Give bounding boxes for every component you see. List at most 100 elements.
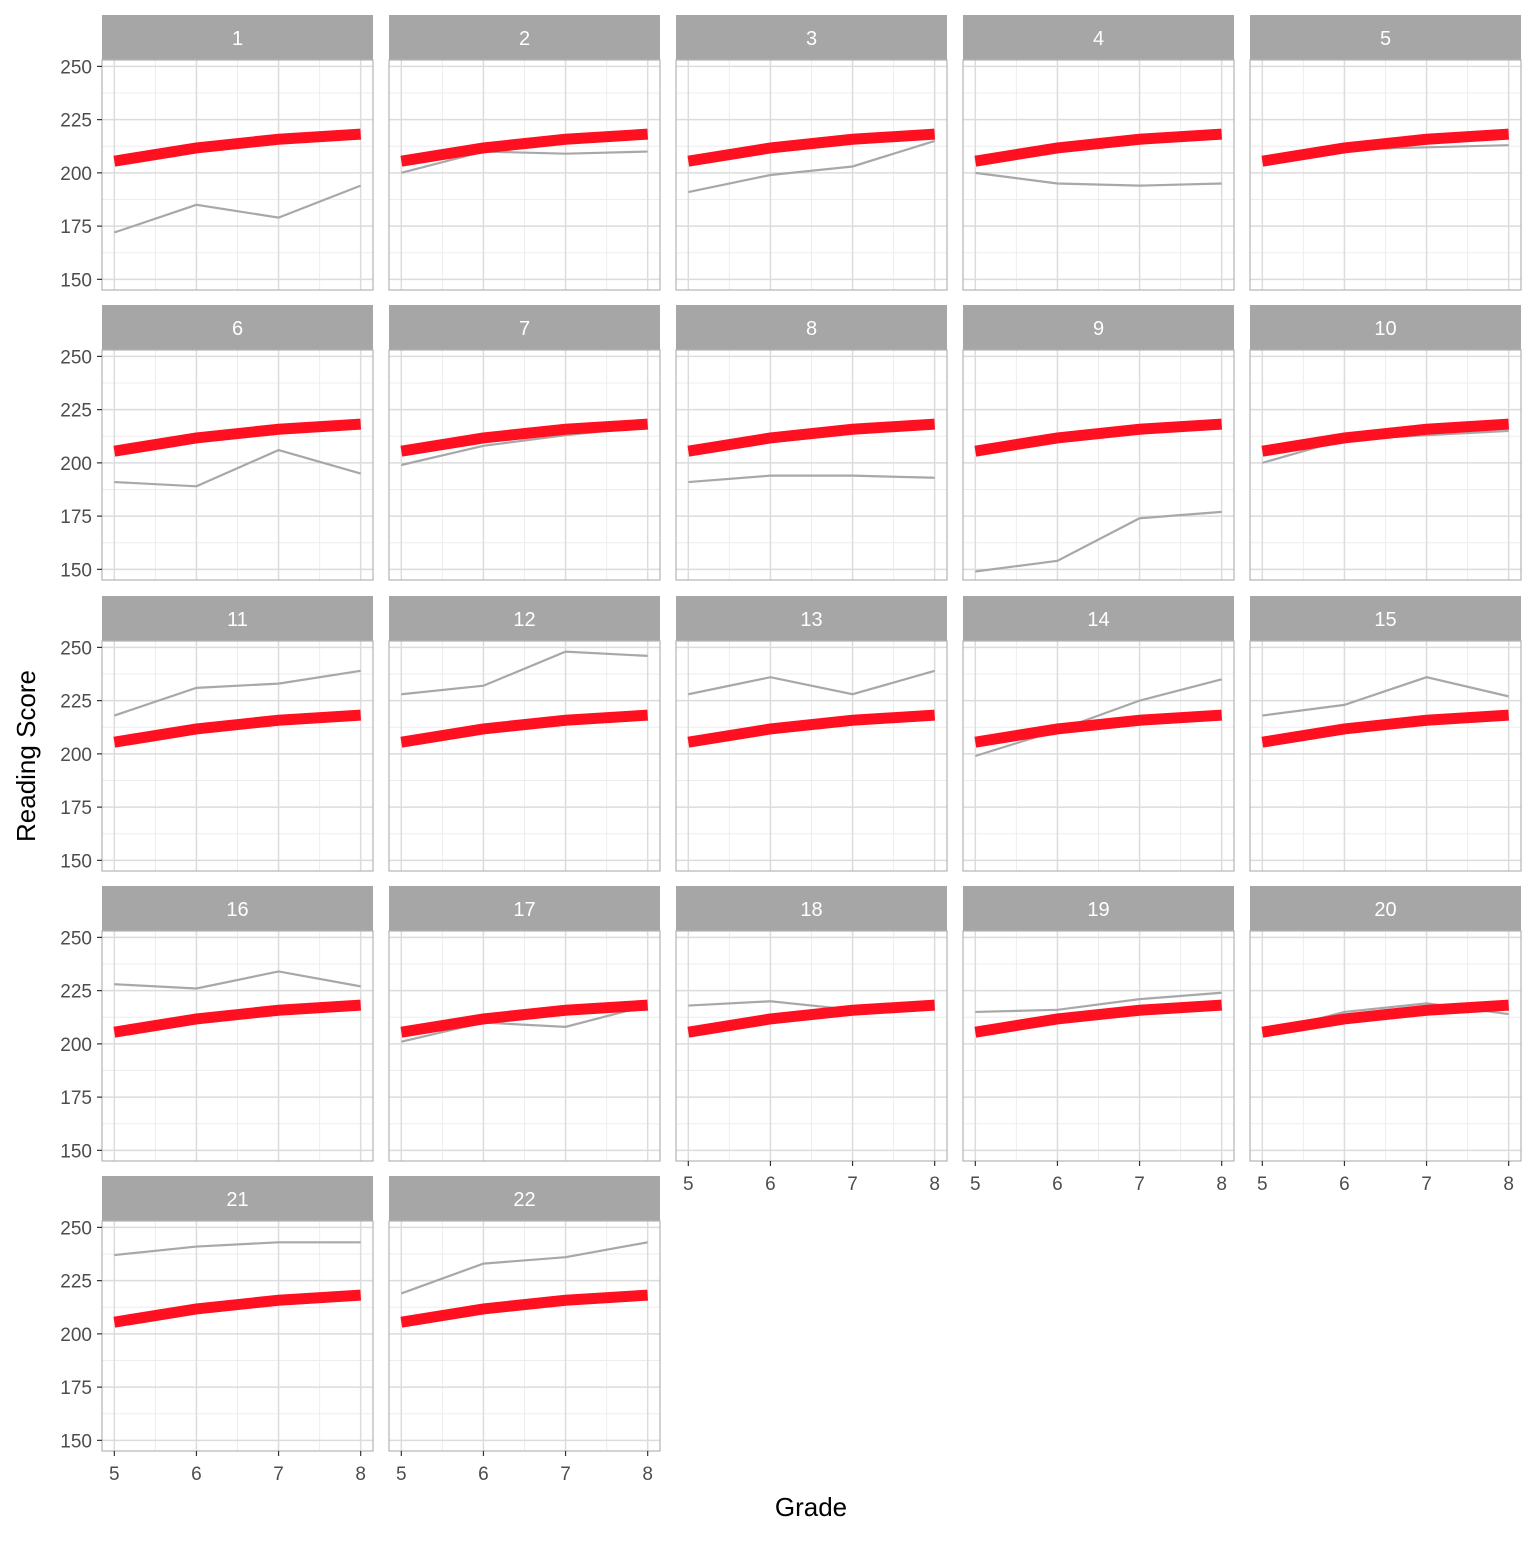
x-tick-label: 6 xyxy=(478,1464,489,1485)
panel-border xyxy=(675,930,948,1162)
facet-strip xyxy=(963,305,1234,350)
facet-panel-7: 7 xyxy=(388,305,661,581)
facet-strip xyxy=(102,886,373,931)
individual-series-line xyxy=(401,650,648,696)
facet-strip xyxy=(963,886,1234,931)
reference-series-line xyxy=(687,709,936,748)
reference-series-line xyxy=(1261,128,1510,167)
facet-panel-6: 6 150 175 200 225 250 xyxy=(60,305,374,581)
individual-series-line xyxy=(975,510,1222,573)
y-tick-label: 200 xyxy=(60,745,92,766)
x-tick-label: 7 xyxy=(273,1464,284,1485)
facet-strip xyxy=(102,15,373,60)
facet-strip-label: 21 xyxy=(226,1189,248,1211)
facet-strip-label: 15 xyxy=(1374,609,1396,631)
reference-series-line xyxy=(400,999,649,1038)
facet-panel-22: 22 5 6 7 8 xyxy=(388,1176,661,1485)
facet-strip xyxy=(1250,15,1521,60)
y-tick-label: 175 xyxy=(60,1378,92,1399)
facet-strip-label: 14 xyxy=(1087,609,1109,631)
individual-series-line xyxy=(974,678,1222,758)
y-tick-label: 250 xyxy=(60,347,92,368)
facet-panel-21: 21 150 175 200 225 250 5 6 7 8 xyxy=(60,1176,374,1485)
reference-series-line xyxy=(113,128,362,167)
y-tick-label: 225 xyxy=(60,692,92,713)
panel-border xyxy=(675,349,948,581)
reference-series-line xyxy=(113,709,362,748)
x-tick-label: 5 xyxy=(396,1464,407,1485)
facet-panel-13: 13 xyxy=(675,596,948,872)
reference-series-line xyxy=(400,709,649,748)
y-tick-label: 250 xyxy=(60,1218,92,1239)
panel-border xyxy=(962,59,1235,291)
individual-series-line xyxy=(113,184,362,234)
reference-series-line xyxy=(113,999,362,1038)
x-tick-label: 7 xyxy=(847,1174,858,1195)
y-tick-label: 200 xyxy=(60,454,92,475)
x-tick-label: 6 xyxy=(191,1464,202,1485)
reference-series-line xyxy=(400,418,649,457)
y-tick-label: 225 xyxy=(60,111,92,132)
facet-strip xyxy=(389,596,660,641)
facet-strip-label: 1 xyxy=(232,28,243,50)
x-tick-label: 8 xyxy=(929,1174,940,1195)
facet-strip xyxy=(389,886,660,931)
facet-strip xyxy=(389,15,660,60)
individual-series-line xyxy=(113,669,361,717)
panel-border xyxy=(1249,59,1522,291)
facet-panel-15: 15 xyxy=(1249,596,1522,872)
panel-border xyxy=(675,640,948,872)
facet-strip-label: 17 xyxy=(513,899,535,921)
reference-series-line xyxy=(687,128,936,167)
facet-strip xyxy=(1250,596,1521,641)
panel-border xyxy=(962,640,1235,872)
x-tick-label: 7 xyxy=(1134,1174,1145,1195)
facet-strip-label: 16 xyxy=(226,899,248,921)
individual-series-line xyxy=(688,474,935,484)
y-tick-label: 175 xyxy=(60,1088,92,1109)
y-tick-label: 150 xyxy=(60,1141,92,1162)
y-tick-label: 250 xyxy=(60,638,92,659)
panel-border xyxy=(101,59,374,291)
x-tick-label: 5 xyxy=(970,1174,981,1195)
x-tick-label: 6 xyxy=(765,1174,776,1195)
facet-strip-label: 12 xyxy=(513,609,535,631)
reference-series-line xyxy=(113,1289,362,1328)
panel-border xyxy=(101,640,374,872)
y-tick-label: 150 xyxy=(60,270,92,291)
facet-panel-16: 16 150 175 200 225 250 xyxy=(60,886,374,1162)
facet-strip-label: 3 xyxy=(806,28,817,50)
reference-series-line xyxy=(1261,709,1510,748)
facet-panel-12: 12 xyxy=(388,596,661,872)
panel-border xyxy=(1249,640,1522,872)
y-tick-label: 150 xyxy=(60,1431,92,1452)
y-tick-label: 150 xyxy=(60,851,92,872)
facet-strip xyxy=(102,596,373,641)
facet-strip-label: 22 xyxy=(513,1189,535,1211)
facet-strip-label: 6 xyxy=(232,318,243,340)
facet-strip xyxy=(102,1176,373,1221)
facet-strip xyxy=(676,596,947,641)
facet-strip xyxy=(102,305,373,350)
reference-series-line xyxy=(1261,418,1510,457)
facet-strip xyxy=(389,1176,660,1221)
reference-series-line xyxy=(687,418,936,457)
facet-panel-5: 5 xyxy=(1249,15,1522,291)
x-tick-label: 6 xyxy=(1052,1174,1063,1195)
x-tick-label: 6 xyxy=(1339,1174,1350,1195)
facet-strip-label: 20 xyxy=(1374,899,1396,921)
x-tick-label: 8 xyxy=(1216,1174,1227,1195)
facet-strip xyxy=(963,15,1234,60)
facet-strip-label: 5 xyxy=(1380,28,1391,50)
panel-border xyxy=(962,930,1235,1162)
reference-series-line xyxy=(974,709,1223,748)
individual-series-line xyxy=(114,970,361,990)
facet-strip-label: 19 xyxy=(1087,899,1109,921)
panel-border xyxy=(388,59,661,291)
panel-border xyxy=(675,59,948,291)
facet-panel-11: 11 150 175 200 225 250 xyxy=(60,596,374,872)
facet-strip-label: 2 xyxy=(519,28,530,50)
individual-series-line xyxy=(975,171,1222,187)
facet-strip xyxy=(963,596,1234,641)
reference-series-line xyxy=(687,999,936,1038)
